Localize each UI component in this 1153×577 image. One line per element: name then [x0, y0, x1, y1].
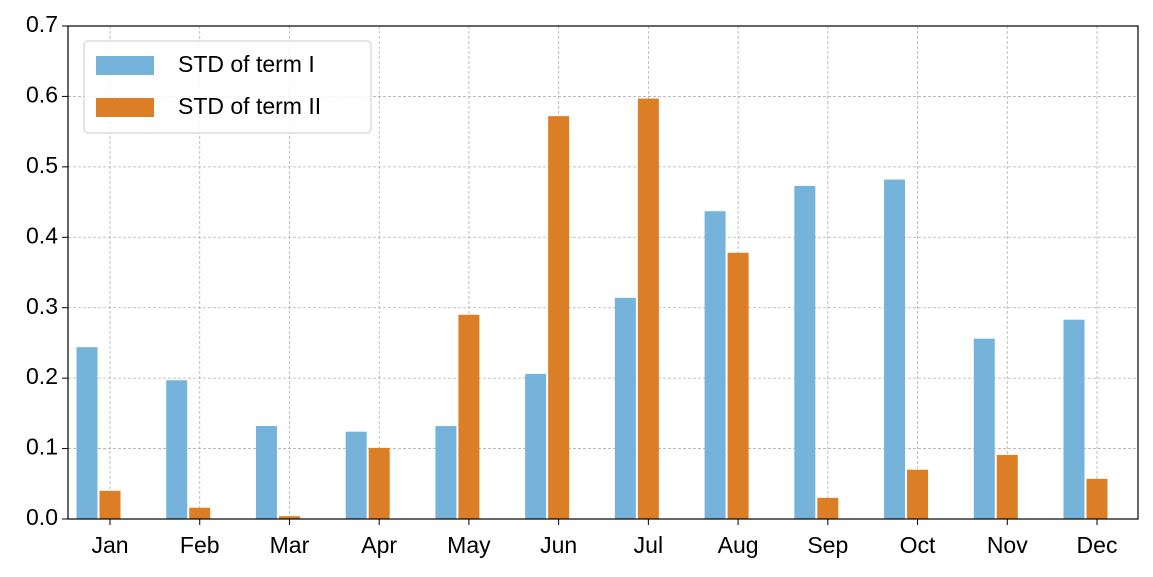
legend-label: STD of term II — [178, 93, 321, 119]
bar — [278, 516, 300, 519]
x-tick-label: Dec — [1077, 532, 1118, 558]
bar — [727, 252, 749, 519]
bar — [458, 314, 480, 519]
x-tick-label: Sep — [807, 532, 848, 558]
bar — [345, 431, 367, 519]
x-tick-label: Oct — [900, 532, 936, 558]
bar — [996, 454, 1018, 519]
bar — [525, 373, 547, 519]
x-tick-label: Aug — [718, 532, 759, 558]
bar — [907, 469, 929, 519]
legend-box — [83, 40, 372, 134]
legend-label: STD of term I — [178, 51, 315, 77]
bar — [794, 185, 816, 519]
y-tick-label: 0.0 — [26, 504, 58, 530]
y-tick-label: 0.3 — [26, 293, 58, 319]
bar — [189, 507, 211, 519]
y-tick-label: 0.5 — [26, 152, 58, 178]
bar — [1063, 319, 1085, 519]
bar — [704, 211, 726, 519]
bar — [1086, 478, 1108, 519]
plot-frame — [67, 25, 1139, 520]
bar — [548, 116, 570, 520]
bar — [99, 490, 121, 519]
legend-swatch — [96, 98, 154, 117]
x-tick-label: Apr — [361, 532, 397, 558]
x-tick-label: Mar — [270, 532, 310, 558]
x-tick-label: Nov — [987, 532, 1028, 558]
bar — [817, 497, 839, 519]
bar — [973, 338, 995, 519]
x-tick-label: Jun — [540, 532, 577, 558]
y-tick-label: 0.2 — [26, 363, 58, 389]
legend-swatch — [96, 56, 154, 75]
y-tick-label: 0.7 — [26, 11, 58, 37]
bar — [435, 426, 457, 519]
bar — [637, 98, 659, 519]
bar — [368, 447, 390, 519]
x-tick-label: Jul — [634, 532, 663, 558]
y-tick-label: 0.6 — [26, 82, 58, 108]
bar — [884, 179, 906, 519]
x-tick-label: May — [447, 532, 491, 558]
x-tick-label: Jan — [91, 532, 128, 558]
bar — [614, 297, 636, 519]
bar — [166, 380, 188, 519]
y-tick-label: 0.4 — [26, 222, 58, 248]
y-tick-label: 0.1 — [26, 434, 58, 460]
bar — [76, 347, 98, 519]
bar — [255, 426, 277, 519]
x-tick-label: Feb — [180, 532, 220, 558]
